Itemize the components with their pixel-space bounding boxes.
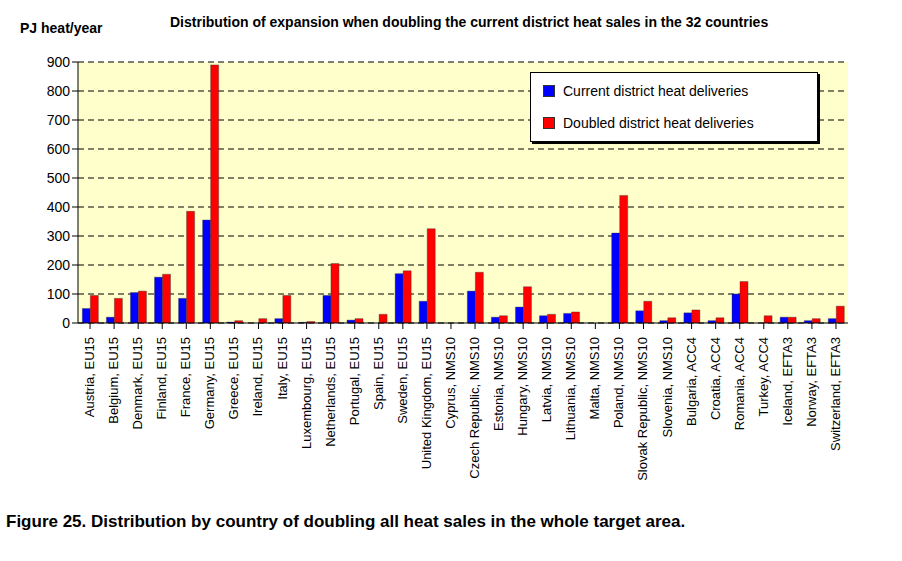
svg-text:Spain, EU15: Spain, EU15 <box>371 337 386 410</box>
html-text:Distribution of expansion when: Distribution of expansion when doubling … <box>170 14 769 30</box>
svg-text:Cyprus, NMS10: Cyprus, NMS10 <box>443 337 458 429</box>
svg-text:Czech Republic, NMS10: Czech Republic, NMS10 <box>467 337 482 479</box>
svg-text:400: 400 <box>47 199 71 215</box>
svg-text:Sweden, EU15: Sweden, EU15 <box>395 337 410 424</box>
svg-text:Finland, EU15: Finland, EU15 <box>154 337 169 419</box>
svg-text:Luxembourg, EU15: Luxembourg, EU15 <box>299 337 314 449</box>
svg-text:Estonia, NMS10: Estonia, NMS10 <box>491 337 506 431</box>
svg-text:Italy, EU15: Italy, EU15 <box>275 337 290 400</box>
svg-text:Bulgaria, ACC4: Bulgaria, ACC4 <box>684 337 699 426</box>
svg-text:Switzerland, EFTA3: Switzerland, EFTA3 <box>828 337 843 451</box>
svg-text:600: 600 <box>47 141 71 157</box>
html-text:Current district heat deliveri: Current district heat deliveries <box>563 83 749 99</box>
html-text:Figure 25. Distribution by cou: Figure 25. Distribution by country of do… <box>6 512 686 531</box>
svg-text:Germany, EU15: Germany, EU15 <box>202 337 217 429</box>
svg-text:Denmark, EU15: Denmark, EU15 <box>130 337 145 429</box>
svg-text:Lithuania, NMS10: Lithuania, NMS10 <box>563 337 578 440</box>
svg-text:Ireland, EU15: Ireland, EU15 <box>250 337 265 417</box>
svg-text:0: 0 <box>62 315 70 331</box>
svg-text:Romania, ACC4: Romania, ACC4 <box>732 337 747 430</box>
svg-text:France, EU15: France, EU15 <box>178 337 193 417</box>
html-text:PJ heat/year: PJ heat/year <box>20 20 103 36</box>
svg-text:Iceland, EFTA3: Iceland, EFTA3 <box>780 337 795 426</box>
svg-text:Greece, EU15: Greece, EU15 <box>226 337 241 419</box>
svg-text:Netherlands, EU15: Netherlands, EU15 <box>323 337 338 447</box>
svg-text:200: 200 <box>47 257 71 273</box>
svg-text:Poland, NMS10: Poland, NMS10 <box>611 337 626 428</box>
html-text:Doubled district heat deliveri: Doubled district heat deliveries <box>563 115 754 131</box>
svg-text:700: 700 <box>47 112 71 128</box>
svg-text:Hungary, NMS10: Hungary, NMS10 <box>515 337 530 436</box>
svg-text:Latvia, NMS10: Latvia, NMS10 <box>539 337 554 422</box>
svg-text:Norway, EFTA3: Norway, EFTA3 <box>804 337 819 427</box>
svg-text:Austria, EU15: Austria, EU15 <box>82 337 97 417</box>
svg-text:Slovak Republic, NMS10: Slovak Republic, NMS10 <box>635 337 650 481</box>
svg-text:Croatia, ACC4: Croatia, ACC4 <box>708 337 723 420</box>
svg-text:100: 100 <box>47 286 71 302</box>
svg-text:United Kingdom, EU15: United Kingdom, EU15 <box>419 337 434 469</box>
svg-text:900: 900 <box>47 54 71 70</box>
svg-text:Malta, NMS10: Malta, NMS10 <box>587 337 602 419</box>
svg-text:300: 300 <box>47 228 71 244</box>
svg-text:500: 500 <box>47 170 71 186</box>
svg-text:Belgium, EU15: Belgium, EU15 <box>106 337 121 424</box>
svg-text:Portugal, EU15: Portugal, EU15 <box>347 337 362 425</box>
svg-text:Slovenia, NMS10: Slovenia, NMS10 <box>660 337 675 437</box>
svg-text:Turkey, ACC4: Turkey, ACC4 <box>756 337 771 416</box>
svg-text:800: 800 <box>47 83 71 99</box>
